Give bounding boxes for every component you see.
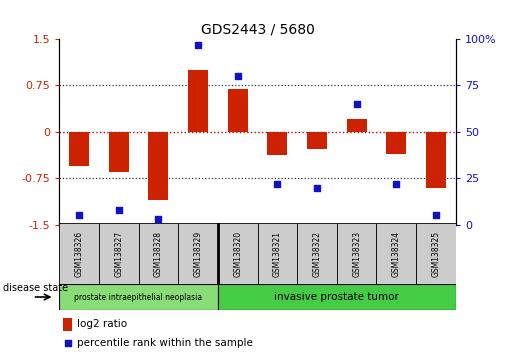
FancyBboxPatch shape [416, 223, 456, 285]
Bar [307, 132, 327, 149]
Point [273, 181, 281, 187]
Point [194, 42, 202, 47]
Text: GSM138320: GSM138320 [233, 231, 242, 277]
FancyBboxPatch shape [258, 223, 297, 285]
Point [63, 340, 72, 346]
Text: percentile rank within the sample: percentile rank within the sample [77, 338, 253, 348]
Bar [228, 88, 248, 132]
Point [114, 207, 123, 213]
Bar [69, 132, 89, 166]
Title: GDS2443 / 5680: GDS2443 / 5680 [200, 22, 315, 36]
Text: GSM138326: GSM138326 [75, 231, 83, 277]
Text: log2 ratio: log2 ratio [77, 319, 127, 329]
Bar [59, 284, 218, 310]
Bar [148, 132, 168, 200]
Text: invasive prostate tumor: invasive prostate tumor [274, 292, 399, 302]
Text: GSM138327: GSM138327 [114, 231, 123, 277]
Text: GSM138325: GSM138325 [432, 231, 440, 277]
Bar [218, 284, 456, 310]
FancyBboxPatch shape [139, 223, 178, 285]
FancyBboxPatch shape [99, 223, 139, 285]
Text: GSM138324: GSM138324 [392, 231, 401, 277]
Bar [347, 119, 367, 132]
FancyBboxPatch shape [337, 223, 376, 285]
Bar [63, 318, 72, 331]
Text: GSM138321: GSM138321 [273, 231, 282, 277]
Point [313, 185, 321, 190]
Bar [109, 132, 129, 172]
FancyBboxPatch shape [297, 223, 337, 285]
FancyBboxPatch shape [59, 223, 99, 285]
FancyBboxPatch shape [218, 223, 258, 285]
Point [432, 213, 440, 218]
Text: GSM138322: GSM138322 [313, 231, 321, 277]
Point [233, 73, 242, 79]
Point [392, 181, 401, 187]
Bar [188, 70, 208, 132]
Bar [426, 132, 446, 188]
FancyBboxPatch shape [376, 223, 416, 285]
Point [75, 213, 83, 218]
FancyBboxPatch shape [178, 223, 218, 285]
Bar [267, 132, 287, 155]
Bar [386, 132, 406, 154]
Point [154, 216, 162, 222]
Text: disease state: disease state [3, 283, 67, 293]
Text: prostate intraepithelial neoplasia: prostate intraepithelial neoplasia [75, 292, 202, 302]
Text: GSM138329: GSM138329 [194, 231, 202, 277]
Text: GSM138328: GSM138328 [154, 231, 163, 277]
Point [352, 101, 360, 107]
Text: GSM138323: GSM138323 [352, 231, 361, 277]
